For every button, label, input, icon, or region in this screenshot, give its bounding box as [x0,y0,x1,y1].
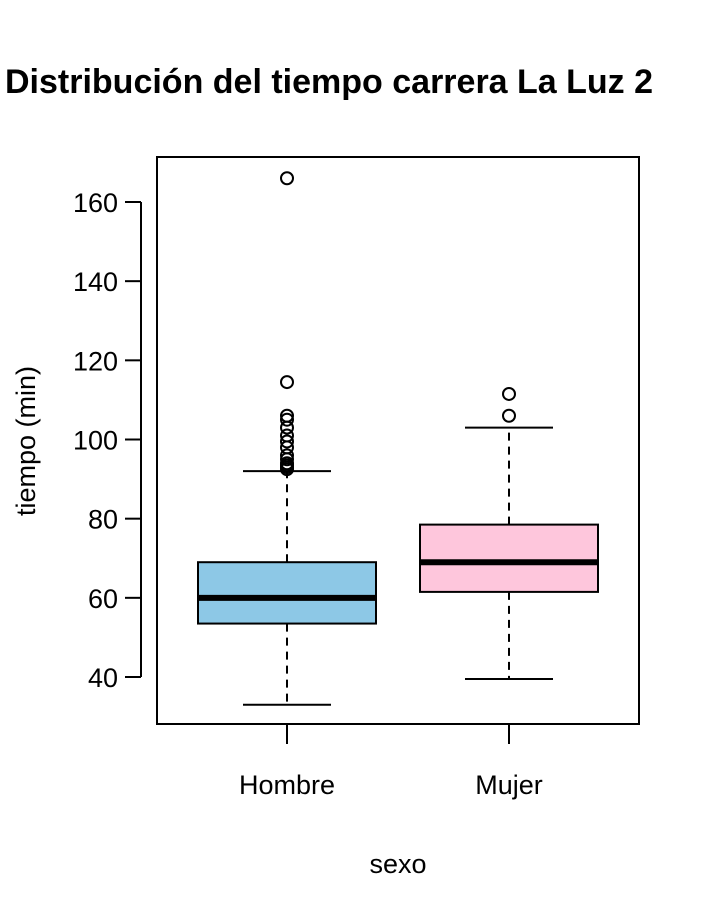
outlier-point [280,408,294,423]
outlier-point [280,428,294,443]
box-group-mujer [419,386,599,680]
box-iqr [419,523,599,593]
outlier-point [280,412,294,427]
box-iqr [197,561,377,625]
y-axis-label: tiempo (min) [11,366,41,516]
outlier-point [502,386,516,401]
box-group-hombre [197,171,377,706]
y-tick-label: 40 [88,663,118,693]
x-tick-label: Mujer [475,770,543,800]
x-axis-label: sexo [369,849,426,879]
y-tick-label: 60 [88,584,118,614]
outlier-point [280,456,294,471]
x-axis: Hombre Mujer [239,724,543,800]
chart-title: Distribución del tiempo carrera La Luz 2 [5,63,653,101]
plot-marks [197,171,599,706]
y-tick-label: 80 [88,505,118,535]
y-axis: 40 60 80 100 120 140 160 [73,188,142,693]
outlier-point [280,448,294,463]
y-tick-label: 140 [73,267,118,297]
outlier-point [280,171,294,186]
outlier-point [280,375,294,390]
outlier-point [280,434,294,449]
outlier-point [502,408,516,423]
y-tick-label: 120 [73,346,118,376]
y-tick-label: 160 [73,188,118,218]
y-tick-label: 100 [73,426,118,456]
x-tick-label: Hombre [239,770,335,800]
plot-frame [156,156,640,725]
